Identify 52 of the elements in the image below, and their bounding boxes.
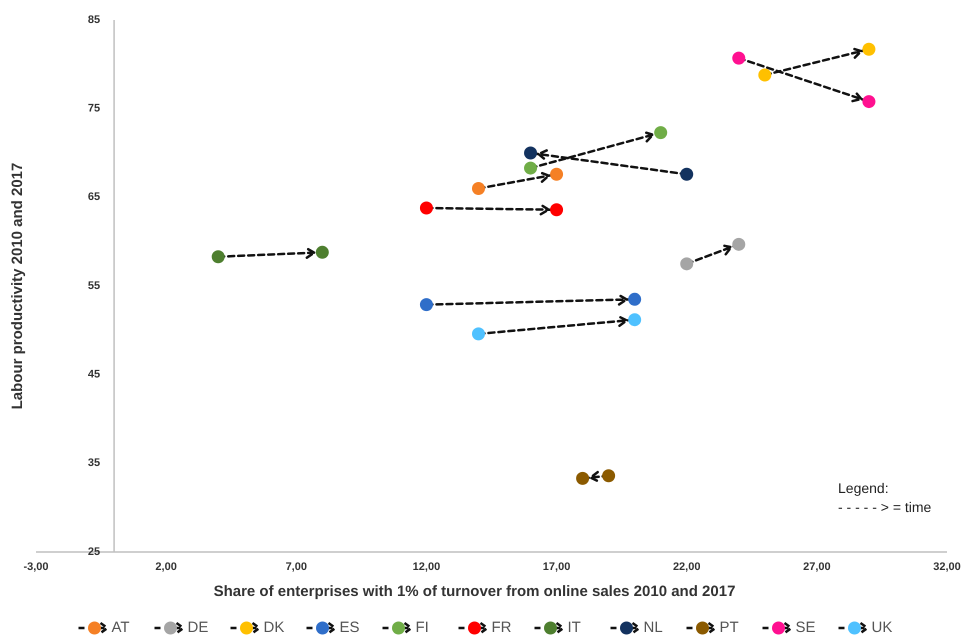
point <box>550 168 564 181</box>
legend-label: IT <box>568 618 581 636</box>
x-tick-label: 27,00 <box>803 561 831 573</box>
point <box>602 469 616 482</box>
x-tick-label: 32,00 <box>933 561 961 573</box>
point <box>420 298 433 312</box>
legend-label: AT <box>112 618 130 636</box>
x-tick-label: -3,00 <box>23 561 49 573</box>
legend-label: FI <box>416 618 429 636</box>
point <box>654 126 668 140</box>
point <box>628 292 642 306</box>
legend-label: SE <box>796 618 816 636</box>
point <box>524 146 538 160</box>
point <box>862 42 876 56</box>
point <box>524 162 538 175</box>
y-tick-label: 25 <box>88 546 100 558</box>
annotation: Legend: <box>838 480 889 496</box>
point <box>758 68 772 82</box>
point <box>628 313 642 326</box>
x-tick-label: 7,00 <box>286 561 307 573</box>
y-tick-label: 45 <box>88 368 100 381</box>
y-axis-title: Labour productivity 2010 and 2017 <box>9 162 26 410</box>
x-tick-label: 17,00 <box>542 561 570 573</box>
legend-label: FR <box>492 618 512 636</box>
point <box>732 238 746 251</box>
legend-label: ES <box>340 618 360 636</box>
point <box>212 250 225 264</box>
legend-label: NL <box>644 618 663 636</box>
y-tick-label: 75 <box>88 102 100 115</box>
point <box>680 168 694 181</box>
point <box>472 182 485 195</box>
x-axis-title: Share of enterprises with 1% of turnover from online sales 2010 and 2017 <box>214 583 736 600</box>
point <box>576 472 590 485</box>
x-tick-label: 22,00 <box>672 561 700 573</box>
y-tick-label: 65 <box>88 191 100 204</box>
x-tick-label: 12,00 <box>412 561 440 573</box>
y-tick-label: 35 <box>88 457 100 470</box>
annotation: - - - - - > = time <box>838 499 932 515</box>
point <box>732 52 746 65</box>
legend-label: DE <box>188 618 208 636</box>
y-tick-label: 55 <box>88 280 100 292</box>
legend-label: PT <box>720 618 739 636</box>
x-tick-label: 2,00 <box>155 561 177 573</box>
point <box>862 95 876 108</box>
legend-label: DK <box>264 618 284 636</box>
point <box>472 327 485 340</box>
point <box>680 257 694 270</box>
point <box>316 246 329 259</box>
point <box>550 203 564 216</box>
point <box>420 201 433 214</box>
legend-label: UK <box>872 618 892 636</box>
y-tick-label: 85 <box>88 14 100 26</box>
